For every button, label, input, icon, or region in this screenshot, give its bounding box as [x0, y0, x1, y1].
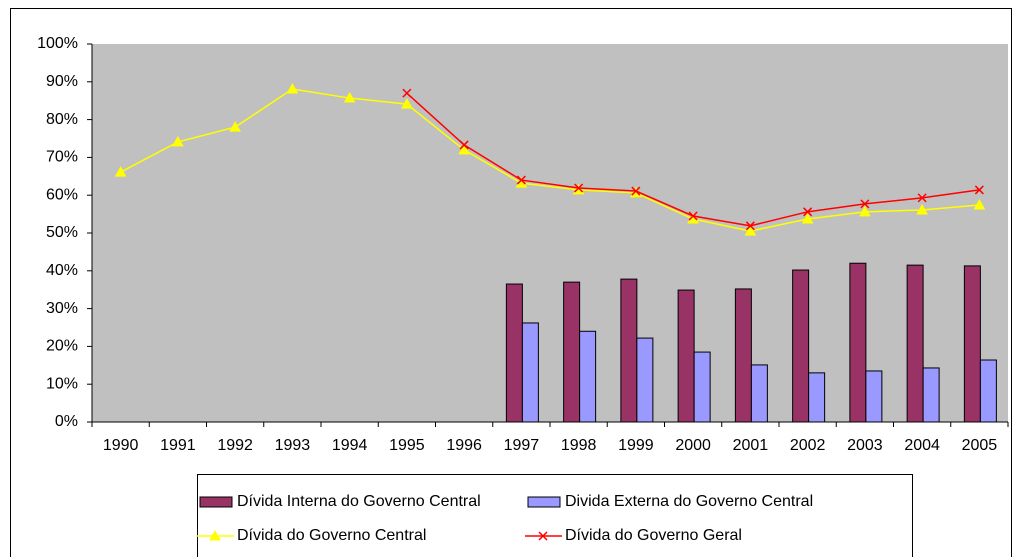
bar — [750, 364, 768, 423]
y-tick-label: 0% — [55, 413, 78, 430]
legend-label: Dívida Interna do Governo Central — [237, 493, 481, 510]
x-tick-label: 2002 — [790, 437, 826, 454]
plot-area — [92, 44, 1008, 422]
bar — [677, 289, 695, 423]
marker — [516, 175, 526, 185]
x-tick-label: 2004 — [904, 437, 940, 454]
bar — [849, 262, 867, 423]
bar — [906, 264, 924, 423]
bar — [963, 265, 981, 423]
marker — [744, 225, 757, 236]
marker — [973, 198, 986, 210]
legend-box — [197, 474, 913, 557]
y-tick-label: 10% — [46, 375, 78, 392]
bar — [620, 278, 638, 423]
marker — [917, 193, 927, 203]
y-tick-label: 60% — [46, 186, 78, 203]
x-tick-label: 1998 — [561, 437, 597, 454]
y-tick-label: 40% — [46, 262, 78, 279]
marker — [860, 199, 870, 209]
bar — [865, 370, 883, 423]
bar — [734, 288, 752, 423]
marker — [574, 183, 584, 193]
marker — [538, 531, 548, 541]
x-tick-label: 1999 — [618, 437, 654, 454]
legend-label: Dívida do Governo Geral — [565, 527, 742, 544]
marker — [859, 205, 871, 217]
y-tick-label: 20% — [46, 338, 78, 355]
x-tick-label: 2000 — [675, 437, 711, 454]
legend-label: Divida Externa do Governo Central — [565, 493, 813, 510]
marker — [572, 183, 585, 195]
x-tick-label: 1992 — [217, 437, 253, 454]
marker — [803, 207, 813, 217]
marker — [631, 186, 641, 196]
marker — [745, 221, 755, 231]
y-tick-label: 70% — [46, 149, 78, 166]
bar — [636, 337, 654, 423]
marker — [688, 211, 698, 221]
legend-swatch — [527, 496, 561, 508]
x-tick-label: 2003 — [847, 437, 883, 454]
marker — [458, 143, 470, 155]
bar — [693, 351, 711, 423]
x-tick-label: 2001 — [733, 437, 769, 454]
bar — [922, 367, 940, 423]
x-tick-label: 1995 — [389, 437, 425, 454]
marker — [172, 135, 184, 147]
x-tick-label: 1993 — [275, 437, 311, 454]
bar — [979, 359, 997, 423]
marker — [801, 212, 814, 224]
marker — [229, 121, 241, 132]
x-tick-label: 2005 — [962, 437, 998, 454]
marker — [343, 92, 356, 103]
marker — [916, 203, 928, 215]
bar — [808, 372, 826, 423]
x-tick-label: 1991 — [160, 437, 196, 454]
bar — [521, 322, 539, 423]
marker — [209, 529, 221, 541]
x-tick-label: 1990 — [103, 437, 139, 454]
marker — [459, 140, 469, 150]
legend-swatch — [199, 496, 233, 508]
legend-label: Dívida do Governo Central — [237, 527, 426, 544]
x-tick-label: 1996 — [446, 437, 482, 454]
y-tick-label: 90% — [46, 73, 78, 90]
y-tick-label: 100% — [37, 35, 78, 52]
x-tick-label: 1997 — [504, 437, 540, 454]
bar — [579, 330, 597, 423]
marker — [974, 185, 984, 195]
y-tick-label: 80% — [46, 111, 78, 128]
x-tick-label: 1994 — [332, 437, 368, 454]
legend: Dívida Interna do Governo Central Divida … — [197, 474, 913, 557]
y-tick-label: 30% — [46, 300, 78, 317]
bar — [505, 283, 523, 423]
marker — [402, 88, 412, 98]
bar — [563, 281, 581, 423]
marker — [286, 82, 299, 94]
marker — [401, 98, 413, 109]
y-tick-label: 50% — [46, 224, 78, 241]
marker — [114, 166, 127, 177]
line — [120, 88, 980, 232]
bar — [792, 269, 810, 423]
